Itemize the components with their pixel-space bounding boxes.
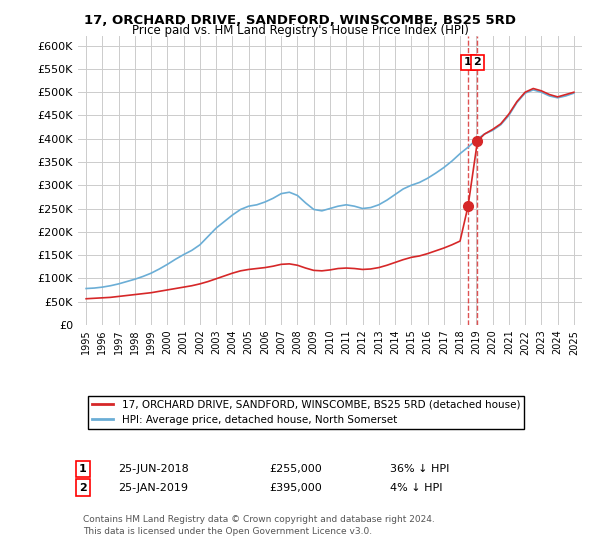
Text: £255,000: £255,000 bbox=[269, 464, 322, 474]
Text: 25-JUN-2018: 25-JUN-2018 bbox=[118, 464, 189, 474]
Text: This data is licensed under the Open Government Licence v3.0.: This data is licensed under the Open Gov… bbox=[83, 527, 372, 536]
Text: 25-JAN-2019: 25-JAN-2019 bbox=[118, 483, 188, 493]
Text: 2: 2 bbox=[79, 483, 87, 493]
Legend: 17, ORCHARD DRIVE, SANDFORD, WINSCOMBE, BS25 5RD (detached house), HPI: Average : 17, ORCHARD DRIVE, SANDFORD, WINSCOMBE, … bbox=[88, 396, 524, 429]
Text: £395,000: £395,000 bbox=[269, 483, 322, 493]
Text: Contains HM Land Registry data © Crown copyright and database right 2024.: Contains HM Land Registry data © Crown c… bbox=[83, 515, 435, 524]
Text: 1: 1 bbox=[79, 464, 87, 474]
Text: 1: 1 bbox=[464, 57, 472, 67]
Text: 17, ORCHARD DRIVE, SANDFORD, WINSCOMBE, BS25 5RD: 17, ORCHARD DRIVE, SANDFORD, WINSCOMBE, … bbox=[84, 14, 516, 27]
Text: 4% ↓ HPI: 4% ↓ HPI bbox=[391, 483, 443, 493]
Text: 36% ↓ HPI: 36% ↓ HPI bbox=[391, 464, 450, 474]
Text: Price paid vs. HM Land Registry's House Price Index (HPI): Price paid vs. HM Land Registry's House … bbox=[131, 24, 469, 37]
Text: 2: 2 bbox=[473, 57, 481, 67]
